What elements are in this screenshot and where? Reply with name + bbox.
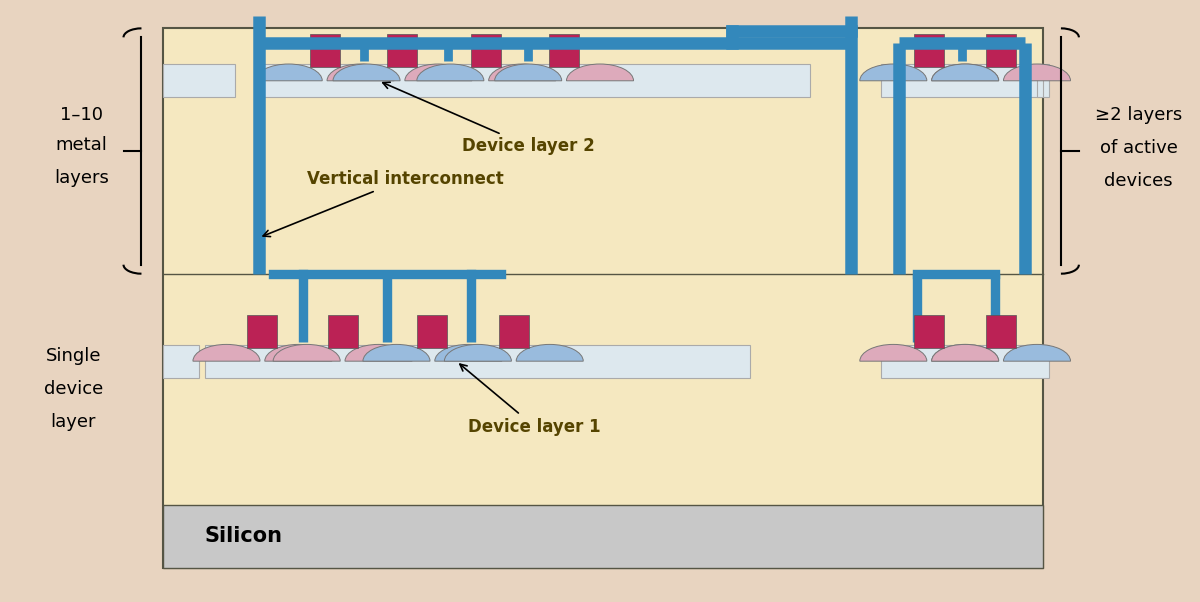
Bar xyxy=(310,34,340,67)
Bar xyxy=(328,315,358,348)
Bar xyxy=(259,64,810,98)
Text: 1–10: 1–10 xyxy=(60,106,103,124)
Wedge shape xyxy=(494,64,562,81)
Text: Device layer 1: Device layer 1 xyxy=(460,364,601,436)
Wedge shape xyxy=(193,344,260,361)
Text: device: device xyxy=(43,380,103,398)
Text: metal: metal xyxy=(55,136,108,154)
Wedge shape xyxy=(362,344,430,361)
Text: of active: of active xyxy=(1100,139,1177,157)
Wedge shape xyxy=(488,64,556,81)
Wedge shape xyxy=(931,344,998,361)
Text: Single: Single xyxy=(46,347,101,365)
Wedge shape xyxy=(931,344,998,361)
Wedge shape xyxy=(404,64,472,81)
Wedge shape xyxy=(416,64,484,81)
Text: devices: devices xyxy=(1104,172,1174,190)
Text: layers: layers xyxy=(54,169,109,187)
Bar xyxy=(247,315,277,348)
Wedge shape xyxy=(931,64,998,81)
Wedge shape xyxy=(931,64,998,81)
Text: ≥2 layers: ≥2 layers xyxy=(1096,106,1182,124)
Wedge shape xyxy=(444,344,511,361)
Bar xyxy=(163,345,199,377)
Text: layer: layer xyxy=(50,413,96,431)
Text: Device layer 2: Device layer 2 xyxy=(383,82,595,155)
Wedge shape xyxy=(1003,64,1070,81)
Wedge shape xyxy=(1003,344,1070,361)
Wedge shape xyxy=(859,64,926,81)
Wedge shape xyxy=(334,64,400,81)
Wedge shape xyxy=(859,344,926,361)
Bar xyxy=(550,34,580,67)
Bar xyxy=(986,34,1016,67)
Bar xyxy=(914,315,944,348)
Bar xyxy=(881,345,1049,377)
Text: Vertical interconnect: Vertical interconnect xyxy=(263,170,504,237)
Bar xyxy=(418,315,448,348)
Bar xyxy=(163,64,235,98)
Bar xyxy=(205,345,750,377)
Text: Silicon: Silicon xyxy=(205,526,283,546)
Wedge shape xyxy=(434,344,502,361)
Wedge shape xyxy=(328,64,394,81)
Bar xyxy=(499,315,529,348)
Bar xyxy=(472,34,502,67)
Wedge shape xyxy=(344,344,412,361)
Bar xyxy=(914,34,944,67)
Bar xyxy=(163,504,1043,568)
Bar xyxy=(1037,64,1043,98)
Bar xyxy=(881,64,1049,98)
Bar xyxy=(163,28,1043,568)
Bar xyxy=(388,34,418,67)
Wedge shape xyxy=(265,344,332,361)
Wedge shape xyxy=(274,344,341,361)
Wedge shape xyxy=(516,344,583,361)
Wedge shape xyxy=(256,64,323,81)
Bar xyxy=(986,315,1016,348)
Wedge shape xyxy=(566,64,634,81)
